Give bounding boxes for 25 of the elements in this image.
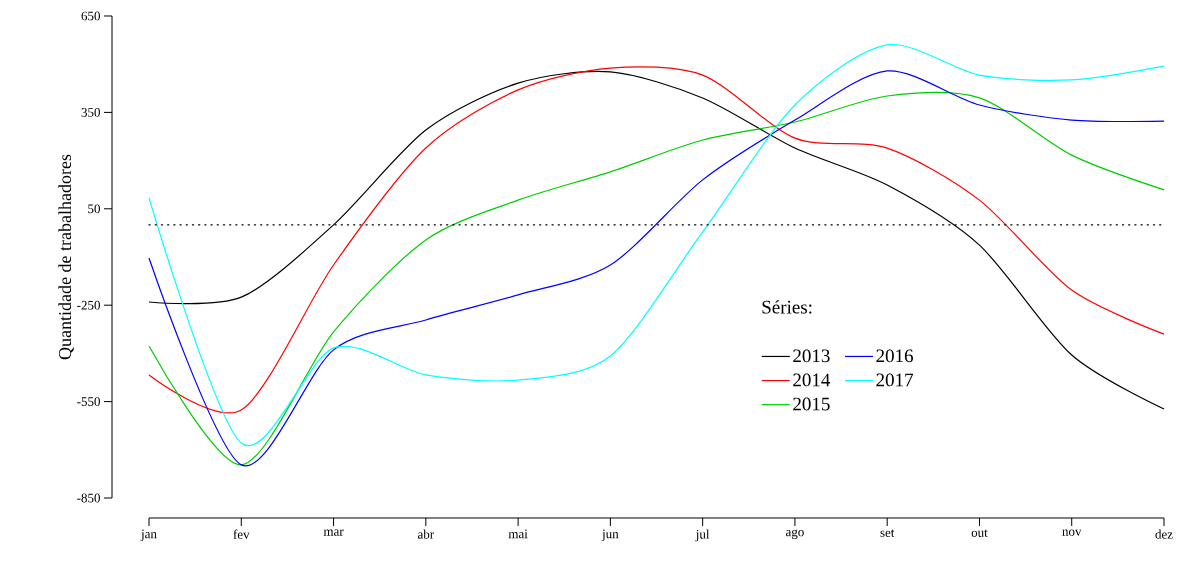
legend-label: 2016 xyxy=(876,349,914,363)
x-tick-label: mai xyxy=(508,529,528,539)
x-tick-label: jun xyxy=(601,529,619,541)
y-tick-label: 650 xyxy=(81,11,100,21)
legend-label: 2015 xyxy=(793,397,830,411)
y-tick-label: -250 xyxy=(77,300,100,310)
x-tick-label: fev xyxy=(233,529,250,539)
y-tick-label: -550 xyxy=(77,397,100,406)
y-tick-label: -850 xyxy=(77,493,100,503)
x-tick-label: out xyxy=(971,529,988,537)
x-tick-label: abr xyxy=(417,529,435,539)
y-tick-label: 50 xyxy=(88,204,100,214)
legend-title: Séries: xyxy=(762,300,812,314)
y-tick-label: 350 xyxy=(81,108,100,117)
legend-label: 2017 xyxy=(876,373,914,387)
x-tick-label: jan xyxy=(140,529,157,541)
legend-label: 2014 xyxy=(793,373,831,387)
x-tick-label: set xyxy=(880,529,895,537)
x-tick-label: ago xyxy=(785,529,804,539)
y-axis-title: Quantidade de trabalhadores xyxy=(58,154,74,360)
x-tick-label: dez xyxy=(1155,529,1173,539)
x-tick-label: nov xyxy=(1062,529,1082,536)
x-tick-label: mar xyxy=(323,529,344,536)
x-tick-label: jul xyxy=(695,529,710,542)
legend-label: 2013 xyxy=(793,349,830,363)
